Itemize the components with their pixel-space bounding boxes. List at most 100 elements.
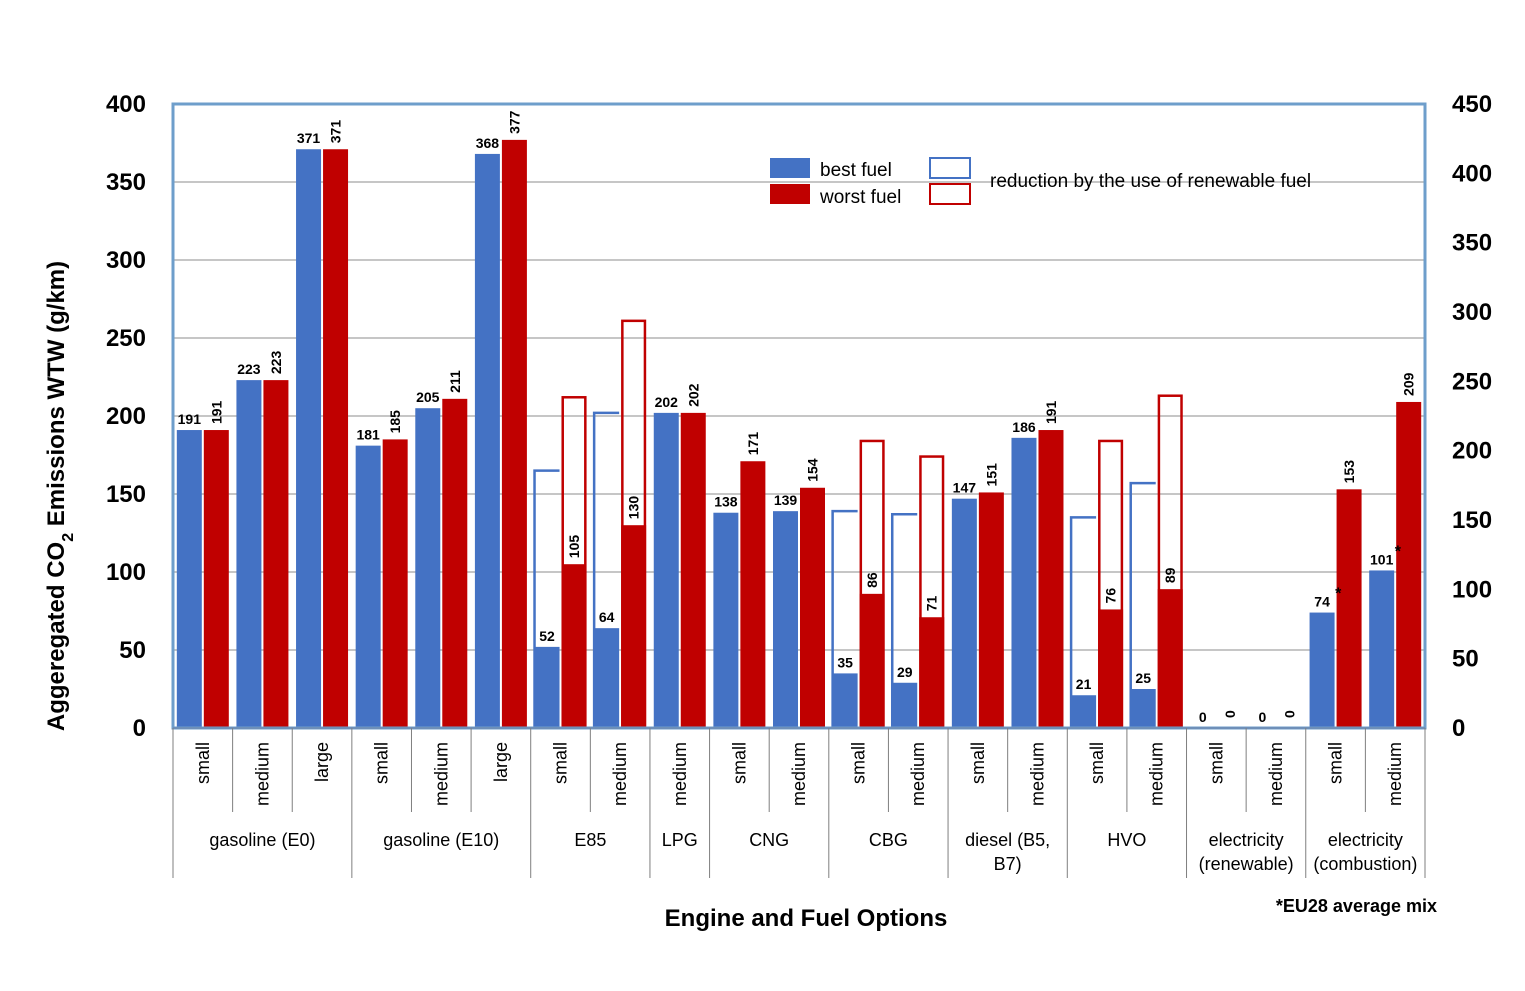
data-label-best: 25 (1135, 670, 1151, 686)
y-axis-title: Aggeregated CO2 Emissions WTW (g/km) (43, 261, 77, 731)
bar-best (832, 673, 858, 728)
legend-swatch-reduction-worst (929, 183, 971, 205)
bar-best (773, 511, 798, 728)
bar-worst (1336, 489, 1362, 728)
bar-worst (203, 430, 229, 728)
data-label-worst: 130 (626, 496, 642, 520)
data-label-worst: 191 (208, 400, 224, 424)
bar-worst (1098, 609, 1124, 728)
category-label: small (1206, 742, 1226, 784)
category-label: medium (431, 742, 451, 806)
group-label: (combustion) (1313, 854, 1417, 874)
y2-tick-label: 400 (1452, 160, 1492, 187)
category-label: medium (1385, 742, 1405, 806)
y-tick-label: 250 (106, 325, 146, 352)
group-label: B7) (994, 854, 1022, 874)
bar-worst (1396, 401, 1422, 728)
reduction-outline-best (592, 411, 620, 728)
bar-best (415, 408, 441, 728)
bar-worst (740, 461, 766, 728)
data-label-worst: 154 (805, 458, 821, 482)
y2-tick-label: 200 (1452, 438, 1492, 465)
y2-tick-label: 50 (1452, 646, 1479, 673)
data-label-best: 139 (774, 492, 798, 508)
group-label: (renewable) (1199, 854, 1294, 874)
data-label-best: 205 (416, 389, 440, 405)
y-tick-label: 100 (106, 559, 146, 586)
y-tick-label: 350 (106, 169, 146, 196)
bar-worst (919, 617, 945, 728)
legend-label-reduction: reduction by the use of renewable fuel (990, 171, 1311, 192)
bar-best (296, 149, 322, 729)
category-label: large (491, 742, 511, 782)
data-label-worst: 202 (685, 383, 701, 407)
y-axis-title-part: Aggeregated CO (43, 542, 70, 731)
bar-best (1130, 689, 1156, 728)
reduction-outline-best (831, 509, 858, 728)
y2-tick-label: 350 (1452, 230, 1492, 257)
data-label-best: 101 (1370, 551, 1394, 567)
category-label: medium (908, 742, 928, 806)
data-label-worst: 171 (745, 432, 761, 456)
data-label-best: 371 (297, 130, 321, 146)
reduction-outline-best (1069, 516, 1097, 728)
y2-tick-label: 100 (1452, 576, 1492, 603)
y-tick-label: 0 (133, 715, 146, 742)
data-label-best: 191 (178, 411, 202, 427)
group-label: LPG (662, 830, 698, 850)
bar-best (474, 153, 500, 729)
bar-worst (978, 492, 1004, 728)
data-label-best: 52 (539, 628, 555, 644)
category-label: small (551, 742, 571, 784)
group-label: electricity (1328, 830, 1403, 850)
category-label: medium (610, 742, 630, 806)
bar-best (1309, 612, 1335, 728)
category-label: medium (252, 742, 272, 806)
y-tick-label: 300 (106, 247, 146, 274)
data-label-best: 64 (599, 609, 615, 625)
data-label-worst: 71 (924, 595, 940, 611)
group-label: E85 (574, 830, 606, 850)
bar-best (1369, 570, 1395, 728)
y-axis-title-part: Emissions WTW (g/km) (43, 261, 70, 533)
y2-tick-label: 450 (1452, 91, 1492, 118)
data-label-worst: 223 (268, 351, 284, 375)
y-axis-title-subscript: 2 (60, 533, 77, 542)
legend-swatch-worst (770, 184, 810, 204)
y-tick-label: 400 (106, 91, 146, 118)
bar-worst (323, 149, 349, 729)
legend-swatch-reduction-best (929, 157, 971, 179)
group-label: CBG (869, 830, 908, 850)
data-label-best: 138 (714, 494, 738, 510)
data-label-best: 181 (356, 427, 380, 443)
bar-worst (561, 564, 587, 728)
category-label: small (1087, 742, 1107, 784)
category-label: small (193, 742, 213, 784)
asterisk-mark: * (1395, 543, 1402, 560)
data-label-best: 223 (237, 361, 261, 377)
asterisk-mark: * (1335, 586, 1342, 603)
bar-worst (442, 398, 468, 728)
group-label: CNG (749, 830, 789, 850)
legend-swatch-best (770, 158, 810, 178)
data-label-worst: 377 (506, 110, 522, 134)
y-tick-label: 150 (106, 481, 146, 508)
data-label-best: 202 (655, 394, 679, 410)
data-label-worst: 86 (864, 572, 880, 588)
group-label: diesel (B5, (965, 830, 1050, 850)
bar-best (355, 445, 381, 728)
y2-tick-label: 300 (1452, 299, 1492, 326)
data-label-worst: 0 (1281, 710, 1297, 718)
group-label: HVO (1107, 830, 1146, 850)
category-label: small (729, 742, 749, 784)
data-label-worst: 76 (1103, 588, 1119, 604)
bar-best (534, 646, 560, 728)
group-label: gasoline (E10) (383, 830, 499, 850)
bar-worst (859, 593, 885, 728)
category-label: small (849, 742, 869, 784)
bar-best (594, 628, 620, 728)
data-label-worst: 185 (387, 410, 403, 434)
data-label-worst: 209 (1401, 372, 1417, 396)
data-label-best: 0 (1199, 709, 1207, 725)
